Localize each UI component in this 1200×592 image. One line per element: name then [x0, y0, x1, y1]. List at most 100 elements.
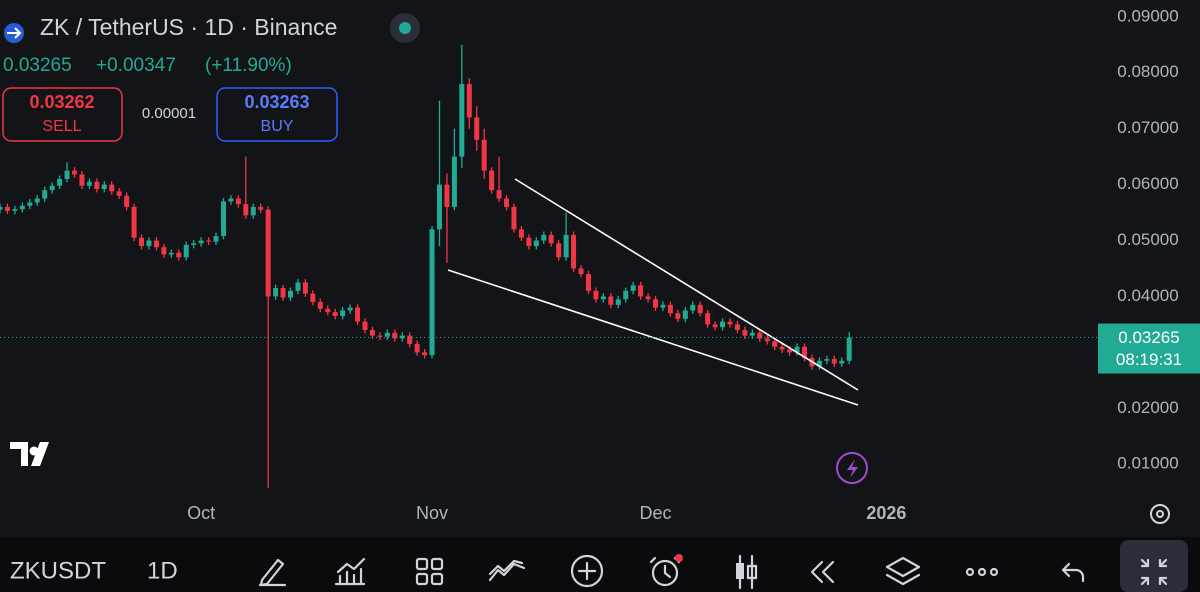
candle-body — [667, 304, 673, 314]
price-change-percent: (+11.90%) — [205, 55, 292, 76]
candle-body — [511, 206, 517, 230]
settings-icon[interactable] — [1150, 504, 1170, 524]
candle-body — [787, 349, 793, 353]
y-tick-label: 0.01000 — [1117, 454, 1178, 473]
candle-body — [496, 190, 502, 199]
candle-body — [734, 324, 740, 330]
candle-body — [302, 282, 308, 294]
candle-body — [518, 229, 524, 238]
candle-body — [183, 244, 189, 258]
add-tool[interactable] — [570, 554, 604, 588]
layers-tool[interactable] — [885, 556, 921, 586]
candle-body — [57, 178, 63, 186]
candle-body — [161, 247, 167, 255]
candle-body — [630, 285, 636, 291]
candle-body — [139, 237, 145, 247]
y-tick-label: 0.08000 — [1117, 62, 1178, 81]
toolbar-symbol[interactable]: ZKUSDT — [10, 557, 106, 584]
alert-tool[interactable] — [649, 554, 683, 587]
candle-body — [124, 195, 130, 207]
y-tick-label: 0.05000 — [1117, 230, 1178, 249]
candle-body — [436, 184, 442, 230]
chart-type-tool[interactable] — [736, 554, 758, 590]
draw-tool[interactable] — [258, 558, 287, 587]
candle-body — [310, 293, 316, 303]
candle-body — [675, 313, 681, 319]
tv-logo-dot — [29, 446, 39, 456]
tv-logo[interactable] — [10, 442, 49, 466]
candle-body — [206, 240, 212, 242]
buy-label: BUY — [261, 118, 294, 135]
candle-body — [466, 83, 472, 118]
candle-body — [34, 198, 40, 203]
fullscreen-tool[interactable] — [1120, 540, 1188, 592]
toolbar-interval[interactable]: 1D — [147, 557, 178, 584]
candle-body — [109, 184, 115, 192]
symbol-title[interactable]: ZK / TetherUS · 1D · Binance — [40, 14, 337, 40]
candle-body — [392, 332, 398, 339]
candle-body — [593, 290, 599, 300]
candle-body — [779, 346, 785, 350]
candle-body — [690, 304, 696, 311]
sell-button[interactable] — [2, 87, 123, 142]
candle-body — [541, 234, 547, 241]
last-price-label: 0.03265 — [1118, 328, 1179, 347]
candle-body — [429, 229, 435, 356]
x-tick-label: Oct — [187, 503, 215, 523]
indicators-tool[interactable] — [334, 557, 366, 586]
candle-body — [220, 201, 226, 237]
sell-label: SELL — [42, 118, 81, 135]
candle-body — [42, 190, 48, 199]
candle-body — [623, 290, 629, 300]
candle-body — [720, 321, 726, 328]
candle-body — [556, 243, 562, 258]
candle-body — [191, 243, 197, 245]
candle-body — [705, 313, 711, 325]
candle-body — [258, 206, 264, 210]
candle-body — [839, 360, 845, 364]
plot-area: 0.010000.020000.030000.040000.050000.060… — [0, 6, 1179, 523]
replay-tool[interactable] — [810, 560, 835, 584]
alert-icon[interactable] — [836, 452, 868, 484]
candle-body — [198, 240, 204, 244]
y-tick-label: 0.07000 — [1117, 118, 1178, 137]
candle-body — [355, 307, 361, 322]
undo-tool[interactable] — [1061, 562, 1085, 583]
x-tick-label: 2026 — [866, 503, 906, 523]
layout-tool[interactable] — [415, 557, 444, 586]
compare-tool[interactable] — [488, 559, 526, 582]
candle-body — [653, 299, 659, 308]
candle-body — [824, 359, 830, 361]
candle-body — [235, 198, 241, 205]
candle-body — [414, 343, 420, 353]
candle-body — [116, 191, 122, 196]
candle-body — [600, 296, 606, 300]
candle-body — [451, 156, 457, 207]
candle-body — [377, 335, 383, 337]
candle-body — [571, 234, 577, 269]
candle-body — [12, 209, 18, 211]
candle-body — [757, 332, 763, 339]
candle-body — [638, 285, 644, 297]
trend-line — [514, 178, 859, 391]
candle-body — [697, 304, 703, 314]
candle-body — [504, 198, 510, 207]
x-tick-label: Nov — [416, 503, 448, 523]
candle-body — [801, 346, 807, 358]
buy-button[interactable] — [216, 87, 338, 142]
candle-body — [146, 240, 152, 247]
more-tool[interactable] — [965, 567, 999, 577]
x-tick-label: Dec — [640, 503, 672, 523]
candle-body — [712, 324, 718, 328]
candle-body — [369, 330, 375, 336]
candle-body — [615, 299, 621, 305]
candle-body — [176, 252, 182, 258]
candle-body — [86, 181, 92, 186]
settings-icon-center — [1156, 510, 1164, 518]
candle-body — [585, 274, 591, 291]
candle-body — [4, 206, 10, 211]
y-tick-label: 0.04000 — [1117, 286, 1178, 305]
bar-countdown: 08:19:31 — [1116, 350, 1182, 369]
candle-body — [280, 288, 286, 298]
candle-body — [563, 234, 569, 258]
